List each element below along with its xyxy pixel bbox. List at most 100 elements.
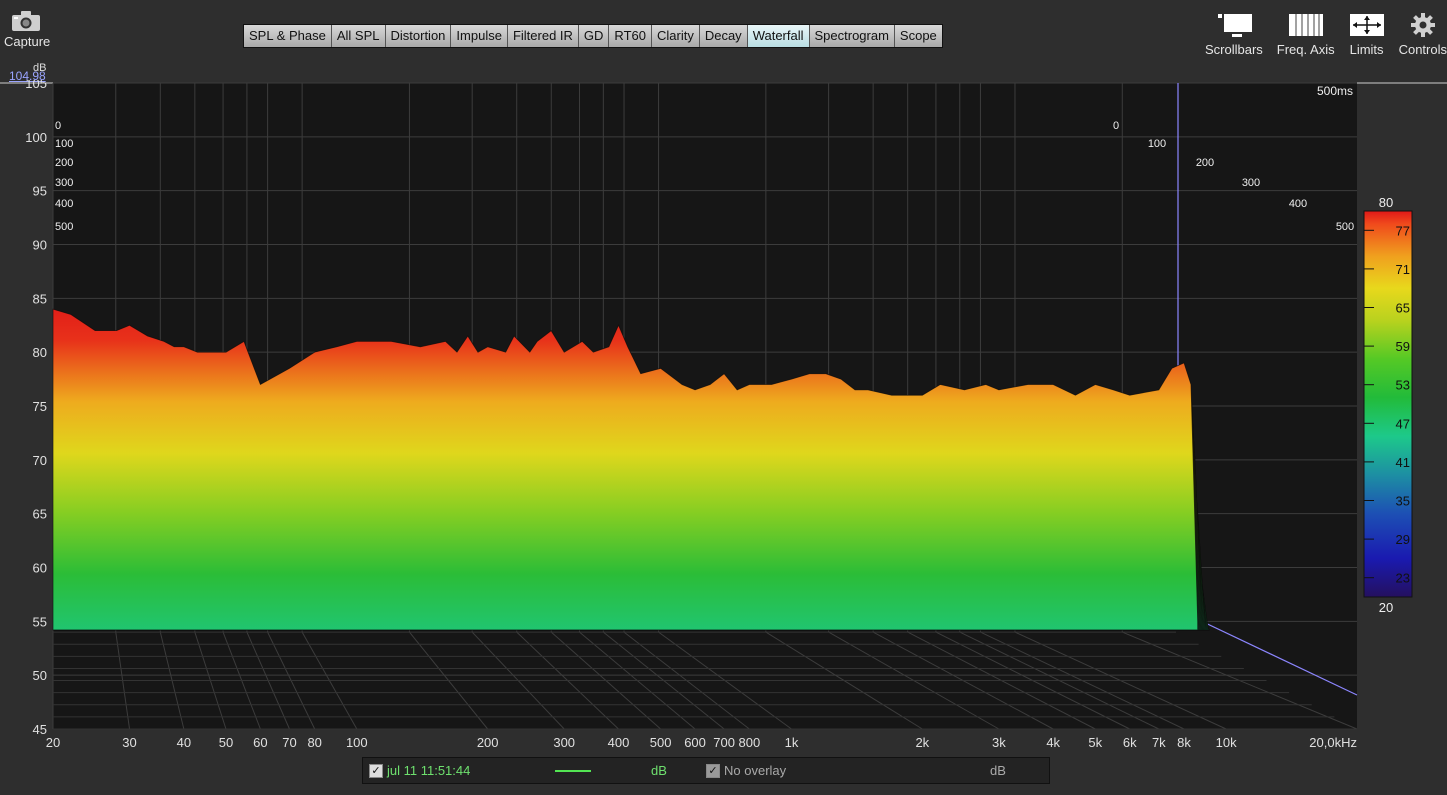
time-tick-back: 400 [1289,198,1307,210]
colorbar-scale [1363,210,1413,598]
tab-scope[interactable]: Scope [894,25,942,47]
x-tick-label: 5k [1088,735,1102,750]
x-tick-label: 300 [553,735,575,750]
x-tick-label: 50 [219,735,233,750]
x-tick-label: 800 [739,735,761,750]
gear-icon [1410,13,1435,37]
x-tick-label: 60 [253,735,267,750]
time-tick-back: 100 [1148,138,1166,150]
x-tick-label: 70 [282,735,296,750]
colorbar-tick-label: 65 [1396,301,1410,316]
y-tick-label: 105 [25,80,47,91]
limits-icon [1349,14,1384,36]
tab-spl-phase[interactable]: SPL & Phase [244,25,332,47]
x-tick-label: 3k [992,735,1006,750]
colorbar-tick-label: 77 [1396,223,1410,238]
y-tick-label: 75 [33,399,47,414]
y-tick-label: 65 [33,507,47,522]
x-tick-label: 2k [915,735,929,750]
camera-icon [12,11,40,31]
time-tick-left: 200 [55,157,73,169]
time-tick-back: 0 [1113,120,1119,132]
capture-label: Capture [4,34,51,49]
tab-waterfall[interactable]: Waterfall [747,25,810,47]
tab-distortion[interactable]: Distortion [385,25,452,47]
measurement-checkbox[interactable]: ✓ [369,764,383,778]
y-tick-label: 85 [33,291,47,306]
x-tick-label: 100 [346,735,368,750]
y-tick-label: 100 [25,130,47,145]
capture-button[interactable]: Capture [4,10,51,49]
time-tick-left: 0 [55,120,61,132]
time-tick-back: 200 [1196,157,1214,169]
colorbar-tick-label: 41 [1396,455,1410,470]
measurement-unit: dB [651,763,667,778]
tab-spectrogram[interactable]: Spectrogram [809,25,895,47]
tab-rt60[interactable]: RT60 [609,25,652,47]
tab-filtered-ir[interactable]: Filtered IR [507,25,579,47]
x-tick-label: 1k [785,735,799,750]
x-tick-label: 40 [177,735,191,750]
x-tick-label: 4k [1046,735,1060,750]
tab-decay[interactable]: Decay [699,25,748,47]
x-tick-label: 20 [46,735,60,750]
colorbar-tick-label: 47 [1396,416,1410,431]
scrollbars-label: Scrollbars [1204,42,1263,57]
y-tick-label: 60 [33,561,47,576]
toolbar: Scrollbars Freq. Axis Limits [1191,12,1447,57]
x-tick-label: 7k [1152,735,1166,750]
overlay-unit: dB [990,763,1006,778]
tab-bar: SPL & Phase All SPL Distortion Impulse Filte… [243,24,943,48]
time-tick-left: 500 [55,221,73,233]
limits-button[interactable]: Limits [1349,12,1385,57]
colorbar-max-label: 80 [1379,195,1393,210]
time-range-label: 500ms [1317,84,1353,98]
colorbar-tick-label: 29 [1396,532,1410,547]
x-tick-label: 10k [1216,735,1237,750]
y-tick-label: 95 [33,184,47,199]
overlay-checkbox[interactable]: ✓ [706,764,720,778]
controls-button[interactable]: Controls [1399,12,1447,57]
x-tick-label: 30 [122,735,136,750]
colorbar-tick-label: 23 [1396,571,1410,586]
scrollbars-button[interactable]: Scrollbars [1205,12,1263,57]
time-tick-left: 400 [55,198,73,210]
x-tick-label: 8k [1177,735,1191,750]
x-tick-label: 20,0kHz [1309,735,1357,750]
y-tick-label: 70 [33,453,47,468]
colorbar-min-label: 20 [1379,600,1393,615]
colorbar-tick-label: 53 [1396,378,1410,393]
limits-label: Limits [1349,42,1384,57]
x-tick-label: 500 [650,735,672,750]
x-tick-label: 200 [477,735,499,750]
legend-bar: ✓ jul 11 11:51:44 dB ✓ No overlay dB [362,757,1050,784]
freq-axis-button[interactable]: Freq. Axis [1277,12,1335,57]
tab-impulse[interactable]: Impulse [451,25,508,47]
y-axis-unit: dB [33,62,47,74]
time-tick-left: 300 [55,177,73,189]
x-tick-label: 700 [713,735,735,750]
time-tick-back: 300 [1242,177,1260,189]
y-axis-top-value[interactable]: 104.98 [9,69,46,83]
y-tick-label: 45 [33,722,47,737]
overlay-name: No overlay [724,763,787,778]
tab-gd[interactable]: GD [578,25,610,47]
waterfall-slice [52,308,1199,631]
x-tick-label: 600 [684,735,706,750]
x-tick-label: 80 [307,735,321,750]
colorbar-tick-label: 59 [1396,339,1410,354]
x-tick-label: 400 [608,735,630,750]
waterfall-chart: 45 50 55 60 65 70 75 80 85 90 95 100 105 20 30 40 50 60 70… [0,80,1447,750]
colorbar-tick-label: 35 [1396,494,1410,509]
measurement-name: jul 11 11:51:44 [387,763,471,778]
time-tick-left: 100 [55,138,73,150]
x-tick-label: 6k [1123,735,1137,750]
scrollbars-icon [1217,14,1252,37]
y-tick-label: 80 [33,345,47,360]
freq-axis-icon [1288,14,1323,36]
y-tick-label: 90 [33,238,47,253]
waterfall-slices [52,308,1210,631]
tab-all-spl[interactable]: All SPL [331,25,386,47]
tab-clarity[interactable]: Clarity [651,25,700,47]
